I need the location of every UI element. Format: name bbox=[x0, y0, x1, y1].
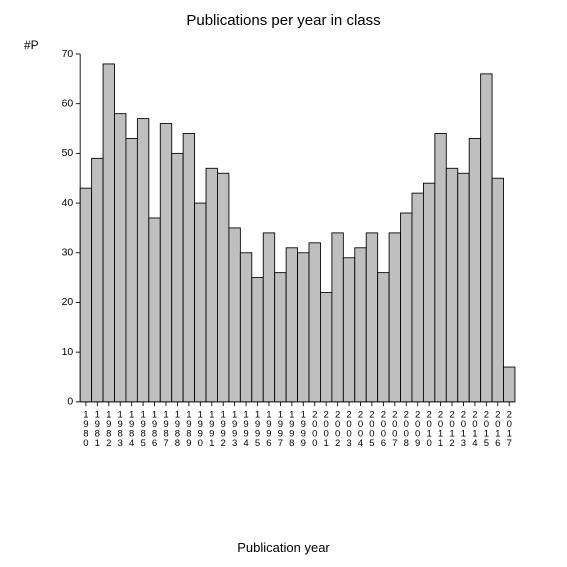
bar bbox=[343, 258, 354, 402]
x-tick-label: 1996 bbox=[266, 409, 271, 449]
y-axis-unit-label: #P bbox=[24, 38, 39, 52]
bar bbox=[137, 119, 148, 402]
x-tick-label: 1992 bbox=[221, 409, 226, 449]
x-tick-label: 1995 bbox=[255, 409, 260, 449]
bar bbox=[378, 273, 389, 402]
x-tick-label: 2011 bbox=[438, 409, 443, 449]
plot-area: 0102030405060701980198119821983198419851… bbox=[48, 54, 548, 454]
y-tick-label: 60 bbox=[62, 98, 74, 109]
x-tick-label: 1989 bbox=[186, 409, 191, 449]
x-tick-label: 2008 bbox=[404, 409, 409, 449]
x-tick-label: 1999 bbox=[301, 409, 306, 449]
bar bbox=[332, 233, 343, 402]
bar bbox=[401, 213, 412, 402]
x-tick-label: 1985 bbox=[140, 409, 145, 449]
y-tick-label: 0 bbox=[67, 397, 73, 408]
bar bbox=[446, 168, 457, 402]
bar bbox=[275, 273, 286, 402]
bar bbox=[103, 64, 114, 402]
bar bbox=[229, 228, 240, 402]
x-tick-label: 2017 bbox=[507, 409, 512, 449]
bar bbox=[195, 203, 206, 402]
bar bbox=[160, 124, 171, 402]
x-axis-label: Publication year bbox=[0, 540, 567, 555]
bar bbox=[114, 114, 125, 402]
bar bbox=[149, 218, 160, 402]
bar bbox=[92, 158, 103, 401]
x-tick-label: 1991 bbox=[209, 409, 214, 449]
x-tick-label: 2007 bbox=[392, 409, 397, 449]
x-tick-label: 2001 bbox=[324, 409, 329, 449]
x-tick-label: 2005 bbox=[369, 409, 374, 449]
bar bbox=[252, 278, 263, 402]
bar bbox=[458, 173, 469, 402]
bar bbox=[183, 134, 194, 402]
chart-container: Publications per year in class #P 0 10 20 3… bbox=[0, 0, 567, 567]
y-tick-label: 40 bbox=[62, 198, 74, 209]
x-tick-label: 2014 bbox=[472, 409, 478, 449]
x-tick-label: 1986 bbox=[152, 409, 157, 449]
y-tick-label: 70 bbox=[62, 49, 74, 60]
bar bbox=[126, 138, 137, 401]
bar bbox=[263, 233, 274, 402]
bar bbox=[469, 138, 480, 401]
bar bbox=[492, 178, 503, 402]
bar bbox=[355, 248, 366, 402]
x-tick-label: 2009 bbox=[415, 409, 420, 449]
x-tick-label: 2003 bbox=[346, 409, 351, 449]
x-tick-label: 2016 bbox=[495, 409, 500, 449]
x-tick-label: 1994 bbox=[243, 409, 249, 449]
bar bbox=[504, 367, 515, 402]
y-tick-label: 50 bbox=[62, 148, 74, 159]
y-tick-label: 30 bbox=[62, 248, 74, 259]
y-tick-label: 20 bbox=[62, 297, 74, 308]
bar bbox=[320, 293, 331, 402]
x-tick-label: 1983 bbox=[118, 409, 123, 449]
x-tick-label: 1981 bbox=[95, 409, 100, 449]
x-tick-label: 2000 bbox=[312, 409, 317, 449]
y-tick-label: 10 bbox=[62, 347, 74, 358]
bar bbox=[412, 193, 423, 402]
x-tick-label: 1984 bbox=[129, 409, 135, 449]
x-tick-label: 1998 bbox=[289, 409, 294, 449]
x-tick-label: 2013 bbox=[461, 409, 466, 449]
bar bbox=[80, 188, 91, 402]
chart-title: Publications per year in class bbox=[0, 12, 567, 29]
bar bbox=[240, 253, 251, 402]
bar bbox=[481, 74, 492, 402]
x-tick-label: 2015 bbox=[484, 409, 489, 449]
x-tick-label: 2004 bbox=[358, 409, 364, 449]
x-tick-label: 1988 bbox=[175, 409, 180, 449]
bar bbox=[298, 253, 309, 402]
bar bbox=[389, 233, 400, 402]
bar bbox=[366, 233, 377, 402]
x-tick-label: 1987 bbox=[163, 409, 168, 449]
x-tick-label: 1997 bbox=[278, 409, 283, 449]
bar bbox=[206, 168, 217, 402]
bar bbox=[309, 243, 320, 402]
x-tick-label: 1993 bbox=[232, 409, 237, 449]
x-tick-label: 1980 bbox=[83, 409, 88, 449]
x-tick-label: 1990 bbox=[198, 409, 203, 449]
bar bbox=[217, 173, 228, 402]
x-tick-label: 2002 bbox=[335, 409, 340, 449]
bar bbox=[435, 134, 446, 402]
x-tick-label: 2006 bbox=[381, 409, 386, 449]
bar bbox=[172, 153, 183, 401]
x-tick-label: 2010 bbox=[426, 409, 431, 449]
bar bbox=[286, 248, 297, 402]
bar bbox=[423, 183, 434, 402]
x-tick-label: 2012 bbox=[449, 409, 454, 449]
x-tick-label: 1982 bbox=[106, 409, 111, 449]
